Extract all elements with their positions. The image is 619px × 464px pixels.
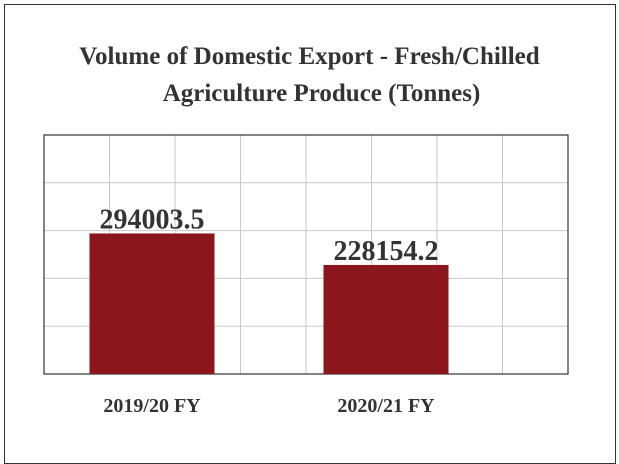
category-label-1: 2019/20 FY	[103, 395, 201, 417]
data-label-1: 294003.5	[100, 204, 205, 235]
chart-title-line-1: Volume of Domestic Export - Fresh/Chille…	[79, 43, 540, 70]
chart-title: Volume of Domestic Export - Fresh/Chille…	[0, 38, 619, 112]
bar-2	[323, 264, 449, 374]
data-label-2: 228154.2	[334, 236, 439, 267]
bar-chart: 294003.5 2019/20 FY 228154.2 2020/21 FY	[43, 134, 569, 417]
chart-title-line-2: Agriculture Produce (Tonnes)	[162, 80, 481, 107]
plot-area-border	[43, 134, 569, 375]
category-label-2: 2020/21 FY	[337, 395, 435, 417]
bar-1	[89, 233, 215, 374]
